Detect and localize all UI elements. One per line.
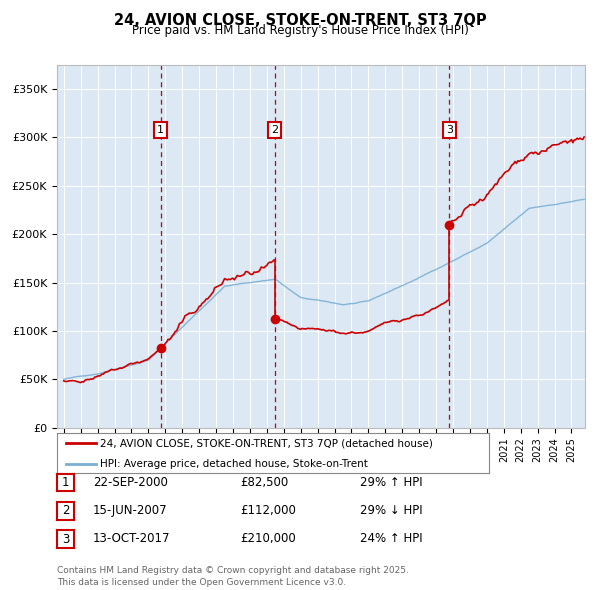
Text: 24, AVION CLOSE, STOKE-ON-TRENT, ST3 7QP (detached house): 24, AVION CLOSE, STOKE-ON-TRENT, ST3 7QP…: [100, 438, 433, 448]
Text: 29% ↑ HPI: 29% ↑ HPI: [360, 476, 422, 489]
Text: £82,500: £82,500: [240, 476, 288, 489]
Text: £112,000: £112,000: [240, 504, 296, 517]
Text: 3: 3: [62, 533, 69, 546]
Text: Contains HM Land Registry data © Crown copyright and database right 2025.
This d: Contains HM Land Registry data © Crown c…: [57, 566, 409, 587]
Text: 15-JUN-2007: 15-JUN-2007: [93, 504, 167, 517]
Text: 3: 3: [446, 124, 453, 135]
Text: 24% ↑ HPI: 24% ↑ HPI: [360, 532, 422, 545]
Text: £210,000: £210,000: [240, 532, 296, 545]
Text: 2: 2: [271, 124, 278, 135]
Text: 1: 1: [62, 476, 69, 489]
Text: HPI: Average price, detached house, Stoke-on-Trent: HPI: Average price, detached house, Stok…: [100, 460, 368, 470]
Text: 24, AVION CLOSE, STOKE-ON-TRENT, ST3 7QP: 24, AVION CLOSE, STOKE-ON-TRENT, ST3 7QP: [113, 12, 487, 28]
Text: 29% ↓ HPI: 29% ↓ HPI: [360, 504, 422, 517]
Text: 13-OCT-2017: 13-OCT-2017: [93, 532, 170, 545]
Text: 22-SEP-2000: 22-SEP-2000: [93, 476, 168, 489]
Text: 2: 2: [62, 504, 69, 517]
Text: Price paid vs. HM Land Registry's House Price Index (HPI): Price paid vs. HM Land Registry's House …: [131, 24, 469, 37]
Text: 1: 1: [157, 124, 164, 135]
